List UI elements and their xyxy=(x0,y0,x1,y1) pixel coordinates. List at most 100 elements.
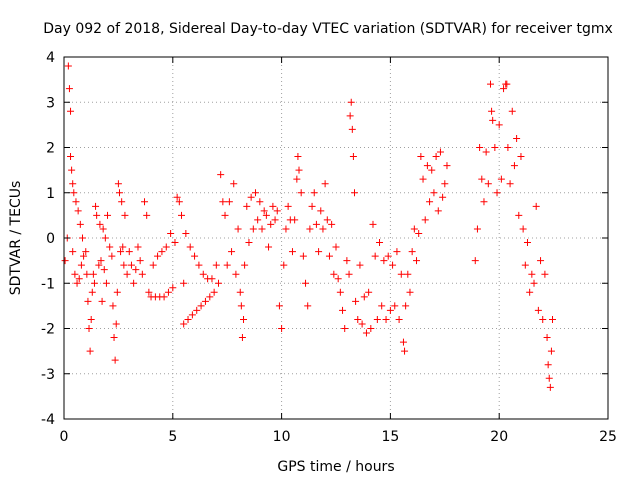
data-point xyxy=(113,288,121,296)
data-point xyxy=(210,288,218,296)
data-point xyxy=(191,252,199,260)
data-point xyxy=(432,153,440,161)
data-point xyxy=(473,225,481,233)
data-point xyxy=(186,243,194,251)
data-point xyxy=(247,193,255,201)
data-point xyxy=(206,293,214,301)
data-point xyxy=(84,297,92,305)
grid xyxy=(64,57,608,419)
x-tick-label: 15 xyxy=(381,429,399,445)
data-point xyxy=(526,288,534,296)
data-point xyxy=(484,180,492,188)
data-point xyxy=(180,320,188,328)
data-point xyxy=(72,198,80,206)
data-point xyxy=(360,293,368,301)
data-point xyxy=(269,202,277,210)
data-point xyxy=(532,202,540,210)
data-point xyxy=(503,80,511,88)
data-point xyxy=(349,153,357,161)
data-point xyxy=(241,261,249,269)
data-point xyxy=(68,166,76,174)
data-point xyxy=(312,220,320,228)
data-point xyxy=(439,193,447,201)
data-point xyxy=(219,198,227,206)
data-point xyxy=(288,248,296,256)
data-point xyxy=(136,257,144,265)
data-point xyxy=(240,315,248,323)
data-point xyxy=(73,279,81,287)
data-point xyxy=(138,270,146,278)
data-point xyxy=(328,220,336,228)
data-point xyxy=(415,229,423,237)
data-point xyxy=(238,334,246,342)
data-point xyxy=(306,225,314,233)
data-point xyxy=(69,180,77,188)
data-point xyxy=(141,198,149,206)
data-point xyxy=(401,347,409,355)
data-point xyxy=(197,302,205,310)
data-point xyxy=(188,311,196,319)
data-point xyxy=(506,180,514,188)
data-point xyxy=(317,207,325,215)
data-point xyxy=(406,288,414,296)
data-point xyxy=(75,275,83,283)
data-point xyxy=(230,180,238,188)
data-point xyxy=(67,153,75,161)
data-point xyxy=(369,220,377,228)
data-point xyxy=(519,225,527,233)
data-point xyxy=(249,225,257,233)
data-point xyxy=(534,306,542,314)
data-point xyxy=(108,252,116,260)
data-point xyxy=(87,315,95,323)
data-point xyxy=(282,225,290,233)
data-point xyxy=(528,270,536,278)
data-point xyxy=(345,270,353,278)
data-point xyxy=(182,229,190,237)
y-tick-label: 0 xyxy=(46,231,55,247)
data-point xyxy=(395,315,403,323)
data-point xyxy=(410,225,418,233)
data-point xyxy=(90,279,98,287)
data-point xyxy=(382,315,390,323)
data-point xyxy=(325,252,333,260)
data-point xyxy=(212,261,220,269)
data-point xyxy=(280,261,288,269)
y-tick-label: 1 xyxy=(46,186,55,202)
data-point xyxy=(119,243,127,251)
data-point xyxy=(102,279,110,287)
data-point xyxy=(510,162,518,170)
data-point xyxy=(471,257,479,265)
data-point xyxy=(214,279,222,287)
x-tick-label: 10 xyxy=(273,429,291,445)
data-point xyxy=(237,302,245,310)
data-point xyxy=(130,279,138,287)
data-point xyxy=(178,211,186,219)
data-point xyxy=(64,62,72,70)
data-point xyxy=(330,270,338,278)
data-point xyxy=(354,315,362,323)
data-point xyxy=(544,361,552,369)
data-point xyxy=(397,270,405,278)
data-point xyxy=(271,216,279,224)
data-point xyxy=(100,266,108,274)
data-point xyxy=(321,180,329,188)
data-point xyxy=(434,207,442,215)
data-point xyxy=(297,189,305,197)
data-point xyxy=(97,257,105,265)
data-point xyxy=(517,153,525,161)
data-point xyxy=(515,211,523,219)
data-point xyxy=(291,216,299,224)
data-point xyxy=(543,334,551,342)
data-point xyxy=(262,211,270,219)
data-point xyxy=(336,288,344,296)
data-point xyxy=(523,239,531,247)
data-point xyxy=(367,325,375,332)
data-point xyxy=(513,134,521,142)
data-point xyxy=(125,248,133,256)
data-point xyxy=(169,284,177,292)
x-tick-label: 5 xyxy=(168,429,177,445)
data-point xyxy=(478,175,486,183)
data-point xyxy=(443,162,451,170)
data-point xyxy=(158,248,166,256)
